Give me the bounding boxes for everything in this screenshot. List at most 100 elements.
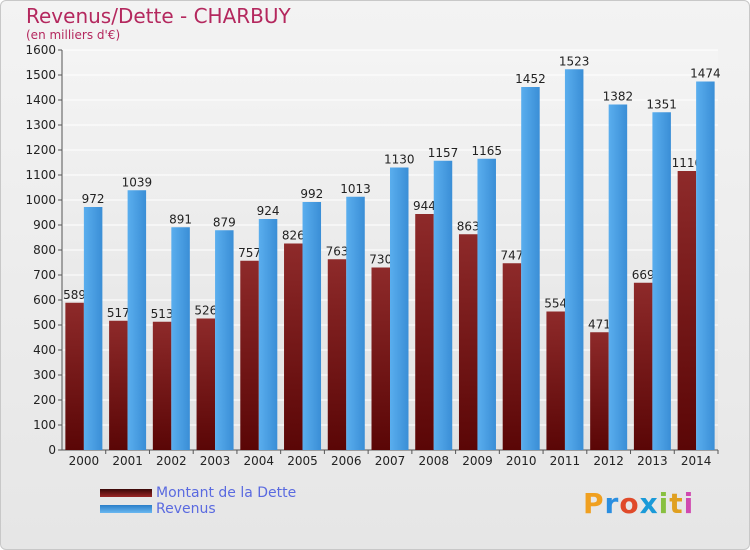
bar-revenus <box>608 104 628 450</box>
bar-revenus <box>302 202 322 450</box>
y-tick-label: 1500 <box>25 68 56 82</box>
bar-revenus <box>346 196 365 450</box>
chart-subtitle: (en milliers d'€) <box>26 28 121 42</box>
y-tick-label: 1400 <box>25 93 56 107</box>
logo-letter: r <box>604 487 620 520</box>
y-tick-label: 600 <box>33 293 56 307</box>
y-tick-label: 100 <box>33 418 56 432</box>
y-tick-label: 200 <box>33 393 56 407</box>
data-label: 763 <box>326 244 349 258</box>
legend-label-revenus: Revenus <box>156 501 216 517</box>
data-label: 589 <box>63 288 86 302</box>
data-label: 554 <box>544 297 567 311</box>
bar-revenus <box>258 219 278 450</box>
data-label: 1351 <box>646 97 677 111</box>
logo-letter: i <box>658 487 670 520</box>
x-tick-label: 2011 <box>550 454 581 468</box>
bar-revenus <box>696 81 715 450</box>
logo-letter: i <box>683 487 695 520</box>
bar-revenus <box>433 160 453 450</box>
bar-dette <box>633 282 653 450</box>
bar-dette <box>196 318 216 450</box>
data-label: 669 <box>632 268 655 282</box>
bar-dette <box>284 243 303 450</box>
bar-revenus <box>390 167 409 450</box>
data-label: 1452 <box>515 72 546 86</box>
legend-swatch-revenus <box>100 505 152 513</box>
data-label: 1013 <box>340 182 371 196</box>
legend-swatch-dette <box>100 489 152 497</box>
bar-revenus <box>521 87 540 450</box>
y-tick-label: 800 <box>33 243 56 257</box>
bar-revenus <box>171 227 190 450</box>
x-tick-label: 2007 <box>375 454 406 468</box>
data-label: 757 <box>238 246 261 260</box>
bar-revenus <box>215 230 234 450</box>
y-tick-label: 1100 <box>25 168 56 182</box>
bar-revenus <box>564 69 584 450</box>
data-label: 526 <box>194 304 217 318</box>
bar-dette <box>458 234 478 450</box>
x-tick-label: 2005 <box>287 454 318 468</box>
bar-dette <box>109 320 128 450</box>
data-label: 1474 <box>690 67 721 81</box>
y-tick-label: 700 <box>33 268 56 282</box>
x-tick-label: 2014 <box>681 454 712 468</box>
bar-dette <box>677 171 697 450</box>
legend-item-revenus: Revenus <box>100 501 216 517</box>
bar-revenus <box>127 190 147 450</box>
y-tick-label: 0 <box>48 443 56 457</box>
x-tick-label: 2010 <box>506 454 537 468</box>
bar-revenus <box>477 158 496 450</box>
bar-dette <box>502 263 522 450</box>
data-label: 826 <box>282 229 305 243</box>
data-label: 924 <box>257 204 280 218</box>
bar-dette <box>415 214 434 450</box>
data-label: 992 <box>300 187 323 201</box>
data-label: 730 <box>369 253 392 267</box>
logo-letter: P <box>583 487 605 520</box>
logo-letter: x <box>639 487 659 520</box>
data-label: 517 <box>107 306 130 320</box>
data-label: 944 <box>413 199 436 213</box>
bar-dette <box>327 259 347 450</box>
bar-dette <box>546 311 565 450</box>
y-tick-label: 1300 <box>25 118 56 132</box>
data-label: 1157 <box>428 146 459 160</box>
y-tick-label: 1000 <box>25 193 56 207</box>
logo-letter: t <box>669 487 684 520</box>
x-tick-label: 2003 <box>200 454 231 468</box>
x-tick-label: 2012 <box>593 454 624 468</box>
legend-item-dette: Montant de la Dette <box>100 485 296 501</box>
x-tick-label: 2009 <box>462 454 493 468</box>
data-label: 471 <box>588 317 611 331</box>
bar-dette <box>65 302 84 450</box>
x-tick-label: 2008 <box>418 454 449 468</box>
y-tick-label: 400 <box>33 343 56 357</box>
y-tick-label: 500 <box>33 318 56 332</box>
data-label: 891 <box>169 212 192 226</box>
data-label: 972 <box>82 192 105 206</box>
bar-dette <box>590 332 609 450</box>
x-tick-label: 2004 <box>244 454 275 468</box>
bar-revenus <box>652 112 671 450</box>
bar-dette <box>371 267 390 450</box>
bar-chart: 0 100 200 300 400 500 600 700 800 900 1000 1100 1200… <box>25 43 721 468</box>
chart-title: Revenus/Dette - CHARBUY <box>26 4 291 28</box>
logo-letter: o <box>619 487 640 520</box>
data-label: 1382 <box>603 90 634 104</box>
y-tick-label: 1200 <box>25 143 56 157</box>
data-label: 747 <box>500 248 523 262</box>
bar-dette <box>152 321 172 450</box>
data-label: 879 <box>213 215 236 229</box>
x-tick-label: 2002 <box>156 454 187 468</box>
proxiti-logo: Proxiti <box>583 487 694 520</box>
data-label: 1130 <box>384 153 415 167</box>
data-label: 513 <box>151 307 174 321</box>
bar-dette <box>240 260 259 450</box>
data-label: 1523 <box>559 54 590 68</box>
data-label: 1039 <box>122 175 153 189</box>
x-tick-label: 2001 <box>112 454 143 468</box>
x-tick-label: 2000 <box>69 454 100 468</box>
x-tick-label: 2006 <box>331 454 362 468</box>
